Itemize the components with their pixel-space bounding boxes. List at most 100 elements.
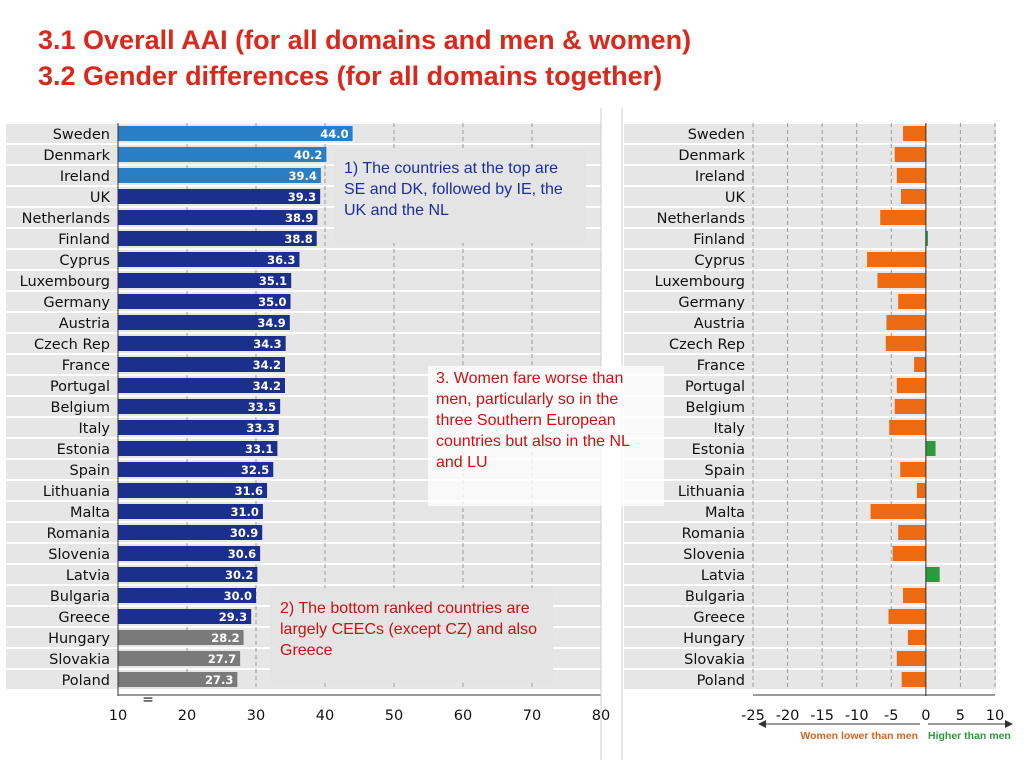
left-x-tick-label: 60 [454, 708, 472, 724]
left-category-label: Malta [70, 505, 110, 521]
right-chart: Sweden Denmark Ireland UK Netherlands Finland… [621, 108, 1013, 760]
right-bar-sweden [903, 126, 926, 141]
left-category-label: Poland [62, 673, 110, 689]
right-category-label: Romania [682, 526, 745, 542]
row-band-right-uk [624, 187, 996, 206]
left-category-label: Slovakia [49, 652, 110, 668]
right-bar-finland [925, 231, 928, 246]
right-category-label: Bulgaria [685, 589, 745, 605]
right-category-label: Malta [705, 505, 745, 521]
left-bar-poland [118, 672, 238, 687]
left-bar-value-label: 38.9 [285, 211, 313, 225]
right-category-label: Italy [714, 421, 746, 437]
left-bar-value-label: 34.2 [253, 358, 281, 372]
left-bar-spain [118, 462, 274, 477]
right-category-label: Lithuania [678, 484, 745, 500]
left-x-tick-label: 10 [109, 708, 127, 724]
left-bar-romania [118, 525, 263, 540]
row-band-right-romania [624, 523, 996, 542]
right-category-label: Sweden [688, 127, 745, 143]
right-bar-lithuania [916, 483, 926, 498]
left-bar-latvia [118, 567, 258, 582]
chart-title-line-1: 3.1 Overall AAI (for all domains and men… [38, 25, 692, 55]
right-bar-malta [870, 504, 926, 519]
left-category-label: UK [90, 190, 111, 206]
right-x-tick-label: -5 [884, 708, 898, 724]
right-category-label: Latvia [701, 568, 745, 584]
left-bar-slovakia [118, 651, 241, 666]
arrow-women-lower-head [758, 720, 766, 728]
right-bar-uk [900, 189, 926, 204]
left-category-label: Luxembourg [20, 274, 110, 290]
left-category-label: Sweden [53, 127, 110, 143]
right-x-tick-label: 10 [986, 708, 1004, 724]
left-bar-value-label: 27.3 [205, 673, 233, 687]
right-bar-ireland [896, 168, 926, 183]
left-bar-slovenia [118, 546, 261, 561]
right-bar-slovakia [896, 651, 926, 666]
left-category-label: Portugal [50, 379, 110, 395]
left-bar-value-label: 33.5 [248, 400, 276, 414]
right-category-label: Estonia [692, 442, 745, 458]
right-category-label: UK [725, 190, 746, 206]
row-band-right-greece [624, 607, 996, 626]
right-x-tick-label: -20 [776, 708, 800, 724]
left-bar-value-label: 34.3 [253, 337, 281, 351]
left-category-label: Lithuania [43, 484, 110, 500]
left-category-label: Czech Rep [34, 337, 110, 353]
left-bar-value-label: 30.6 [228, 547, 256, 561]
right-bar-italy [889, 420, 926, 435]
row-band-right-sweden [624, 124, 996, 143]
annotation-top-countries: 1) The countries at the top are SE and D… [334, 150, 586, 243]
left-bar-value-label: 29.3 [219, 610, 247, 624]
right-bar-france [914, 357, 926, 372]
left-category-label: Cyprus [59, 253, 110, 269]
left-bar-value-label: 30.0 [224, 589, 252, 603]
left-bar-hungary [118, 630, 244, 645]
right-bar-austria [886, 315, 926, 330]
right-x-tick-label: 5 [956, 708, 965, 724]
row-band-right-latvia [624, 565, 996, 584]
right-category-label: Ireland [695, 169, 745, 185]
row-band-right-bulgaria [624, 586, 996, 605]
row-band-right-finland [624, 229, 996, 248]
left-bar-value-label: 30.2 [225, 568, 253, 582]
right-bar-hungary [907, 630, 926, 645]
left-bar-portugal [118, 378, 285, 393]
right-bar-denmark [894, 147, 926, 162]
left-bar-france [118, 357, 285, 372]
left-category-label: Estonia [57, 442, 110, 458]
left-bar-lithuania [118, 483, 268, 498]
right-bar-bulgaria [903, 588, 926, 603]
row-band-right-hungary [624, 628, 996, 647]
row-band-right-estonia [624, 439, 996, 458]
left-bar-value-label: 40.2 [294, 148, 322, 162]
left-x-tick-label: 30 [247, 708, 265, 724]
left-bar-denmark [118, 147, 327, 162]
right-bar-netherlands [880, 210, 926, 225]
left-bar-value-label: 39.4 [288, 169, 316, 183]
row-band-right-slovakia [624, 649, 996, 668]
left-bar-value-label: 39.3 [288, 190, 316, 204]
left-category-label: Bulgaria [50, 589, 110, 605]
row-band-right-portugal [624, 376, 996, 395]
right-category-label: Greece [693, 610, 745, 626]
right-category-label: Finland [693, 232, 745, 248]
right-bar-poland [901, 672, 926, 687]
right-category-label: France [697, 358, 745, 374]
right-category-label: Portugal [685, 379, 745, 395]
right-bar-belgium [894, 399, 926, 414]
right-category-label: Netherlands [657, 211, 745, 227]
left-bar-italy [118, 420, 279, 435]
left-bar-value-label: 32.5 [241, 463, 269, 477]
left-bar-belgium [118, 399, 281, 414]
arrow-higher-head [1005, 720, 1013, 728]
left-category-label: France [62, 358, 110, 374]
right-bar-luxembourg [877, 273, 926, 288]
left-category-label: Austria [59, 316, 110, 332]
left-bar-estonia [118, 441, 278, 456]
left-category-label: Germany [43, 295, 110, 311]
right-bar-germany [898, 294, 926, 309]
left-bar-cyprus [118, 252, 300, 267]
row-band-right-poland [624, 670, 996, 689]
